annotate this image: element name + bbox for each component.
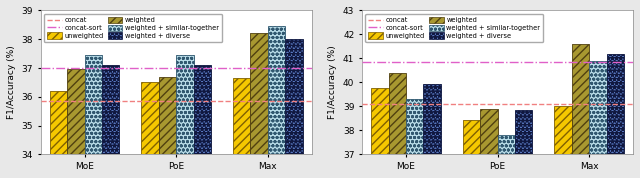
Legend: concat, concat-sort, unweighted, weighted, weighted + similar-together, weighted: concat, concat-sort, unweighted, weighte… bbox=[365, 14, 543, 42]
Bar bbox=[607, 54, 624, 155]
Bar bbox=[424, 84, 441, 155]
Y-axis label: F1/Accuracy (%): F1/Accuracy (%) bbox=[7, 46, 16, 119]
Bar bbox=[50, 91, 67, 155]
Bar bbox=[285, 39, 303, 155]
Bar bbox=[67, 69, 84, 155]
Bar bbox=[515, 110, 532, 155]
Bar bbox=[193, 65, 211, 155]
Bar bbox=[572, 44, 589, 155]
Bar bbox=[84, 55, 102, 155]
Legend: concat, concat-sort, unweighted, weighted, weighted + similar-together, weighted: concat, concat-sort, unweighted, weighte… bbox=[44, 14, 222, 42]
Bar bbox=[233, 78, 250, 155]
Bar bbox=[102, 65, 120, 155]
Bar bbox=[268, 26, 285, 155]
Bar bbox=[554, 106, 572, 155]
Bar bbox=[406, 99, 424, 155]
Bar bbox=[388, 73, 406, 155]
Bar bbox=[371, 88, 388, 155]
Bar bbox=[480, 109, 497, 155]
Bar bbox=[159, 77, 176, 155]
Bar bbox=[497, 135, 515, 155]
Bar bbox=[589, 61, 607, 155]
Bar bbox=[250, 33, 268, 155]
Bar bbox=[463, 120, 480, 155]
Bar bbox=[141, 82, 159, 155]
Y-axis label: F1/Accuracy (%): F1/Accuracy (%) bbox=[328, 46, 337, 119]
Bar bbox=[176, 55, 193, 155]
